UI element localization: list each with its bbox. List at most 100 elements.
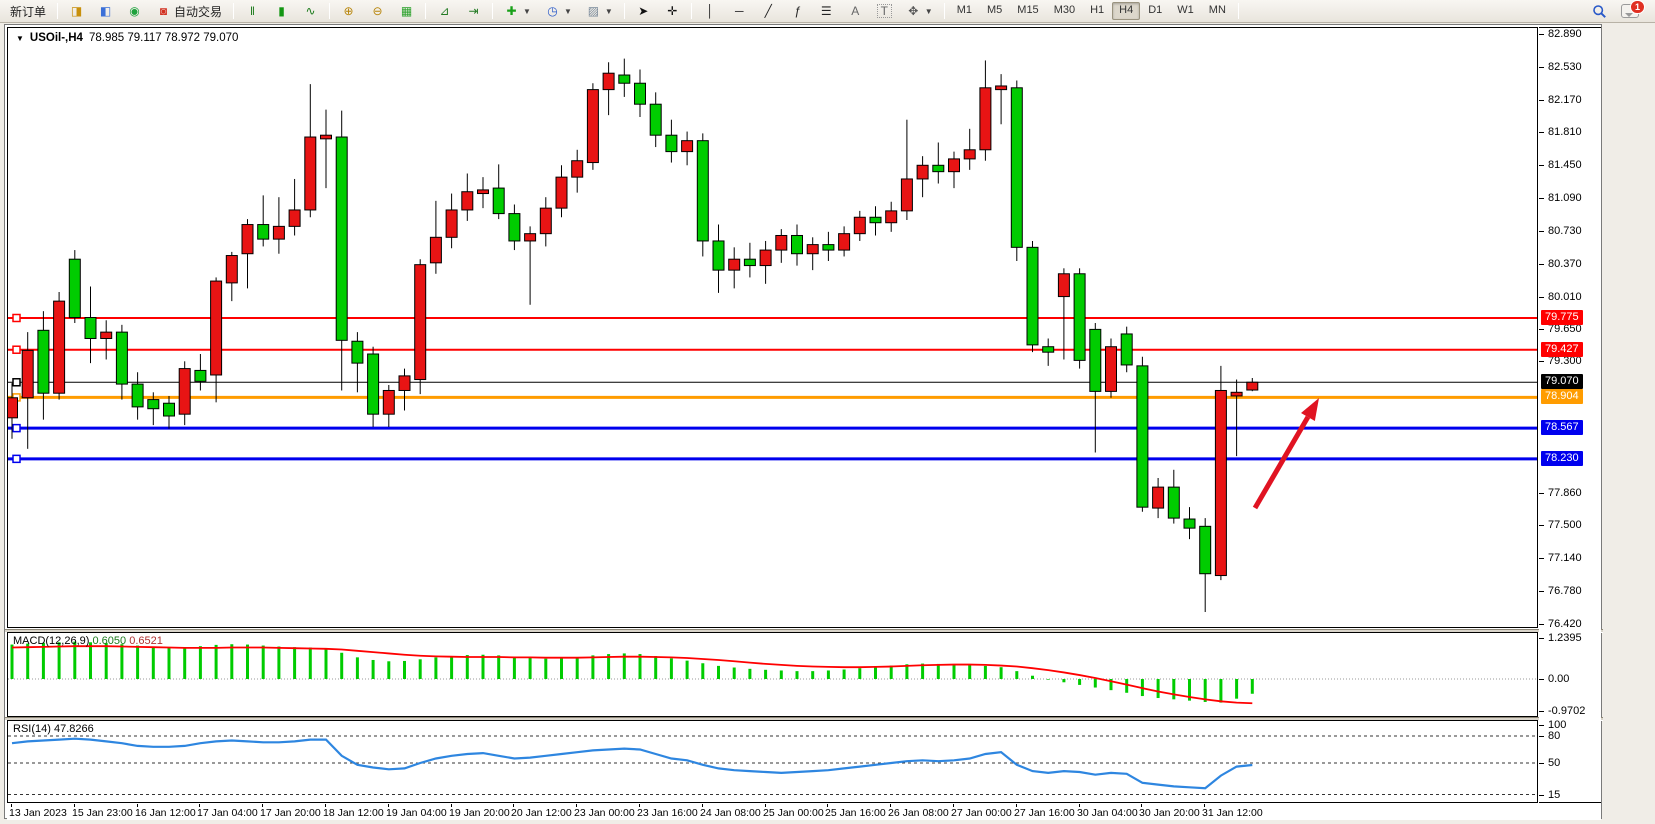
macd-pane[interactable]: MACD(12,26,9) 0.6050 0.6521	[7, 632, 1538, 717]
chevron-down-icon: ▼	[563, 6, 572, 16]
axis-tick-label: 77.140	[1548, 552, 1582, 564]
axis-tick	[1539, 198, 1544, 199]
toolbar-separator	[329, 3, 331, 19]
navigator-button[interactable]: ◧	[92, 2, 119, 21]
auto-scroll-button[interactable]: ⊿	[431, 2, 458, 21]
timeframe-h4[interactable]: H4	[1112, 2, 1141, 20]
autotrading-button[interactable]: ◙ 自动交易	[150, 2, 228, 21]
candle	[775, 229, 788, 263]
rsi-value: 47.8266	[53, 723, 94, 735]
price-axis[interactable]: 82.890 82.530 82.170 81.810 81.450 81.090 80.7…	[1539, 27, 1601, 803]
timeframe-d1[interactable]: D1	[1148, 4, 1163, 16]
line-chart-icon: ∿	[305, 3, 316, 18]
candle	[1230, 379, 1243, 457]
new-order-button[interactable]: 新订单	[4, 2, 52, 21]
candle	[1073, 268, 1086, 369]
trendline-button[interactable]: ╱	[755, 2, 782, 21]
time-tick	[451, 804, 452, 807]
periods-button[interactable]: ◷ ▼	[539, 2, 578, 21]
axis-tick-label: 1.2395	[1548, 632, 1582, 644]
candle	[681, 131, 694, 166]
time-axis[interactable]: 13 Jan 2023 15 Jan 23:00 16 Jan 12:00 17 Ja…	[7, 804, 1601, 820]
time-tick	[702, 804, 703, 807]
signals-button[interactable]: ◉	[121, 2, 148, 21]
candle	[571, 149, 584, 193]
time-tick-label: 26 Jan 08:00	[888, 807, 949, 819]
chart-ohlc-readout: 78.985 79.117 78.972 79.070	[88, 32, 239, 44]
axis-tick-label: 100	[1548, 719, 1567, 731]
candle	[492, 164, 505, 220]
axis-tick-label: 15	[1548, 789, 1561, 801]
templates-button[interactable]: ▨ ▼	[580, 2, 619, 21]
search-button[interactable]	[1586, 2, 1613, 21]
time-tick	[325, 804, 326, 807]
candle	[1136, 356, 1149, 512]
rsi-pane[interactable]: RSI(14) 47.8266	[7, 720, 1538, 803]
main-chart-pane[interactable]: ▼ USOil-,H4 78.985 79.117 78.972 79.070	[6, 27, 1538, 628]
candle	[163, 395, 175, 429]
zoom-out-button[interactable]: ⊖	[364, 2, 391, 21]
candle	[257, 195, 270, 247]
market-watch-button[interactable]: ◨	[63, 2, 90, 21]
horizontal-line-icon: ─	[735, 3, 744, 18]
horizontal-line-button[interactable]: ─	[726, 2, 753, 21]
axis-tick	[1539, 638, 1544, 639]
vertical-line-icon: │	[706, 3, 715, 18]
crosshair-button[interactable]: ✛	[659, 2, 686, 21]
time-tick	[1016, 804, 1017, 807]
timeframe-w1[interactable]: W1	[1177, 4, 1194, 16]
chevron-down-icon: ▼	[604, 6, 613, 16]
candle	[665, 119, 678, 163]
candle	[979, 60, 992, 161]
candle	[586, 83, 599, 170]
timeframe-m5[interactable]: M5	[987, 4, 1003, 16]
timeframe-m15[interactable]: M15	[1017, 4, 1039, 16]
time-tick-label: 19 Jan 20:00	[449, 807, 510, 819]
chart-title[interactable]: ▼ USOil-,H4 78.985 79.117 78.972 79.070	[16, 32, 238, 44]
fibonacci-button[interactable]: ☰	[813, 2, 840, 21]
axis-tick-label: -0.9702	[1548, 705, 1586, 717]
candle	[900, 119, 913, 220]
candle	[916, 156, 929, 198]
macd-signal-value: 0.6521	[129, 635, 163, 647]
macd-main-value: 0.6050	[92, 635, 127, 647]
tile-windows-button[interactable]: ▦	[393, 2, 420, 21]
vertical-line-button[interactable]: │	[697, 2, 724, 21]
axis-tick-label: 82.890	[1548, 28, 1582, 40]
notifications-button[interactable]: 1	[1615, 0, 1645, 21]
chart-shift-button[interactable]: ⇥	[460, 2, 487, 21]
arrows-button[interactable]: ✥ ▼	[900, 2, 939, 21]
text-button[interactable]: A	[842, 2, 869, 21]
tile-windows-icon: ▦	[400, 3, 413, 18]
axis-tick	[1539, 624, 1544, 625]
timeframe-h1[interactable]: H1	[1090, 4, 1105, 16]
time-tick	[953, 804, 954, 807]
trend-arrow-annotation[interactable]	[1252, 398, 1319, 510]
line-chart-button[interactable]: ∿	[297, 2, 324, 21]
axis-tick-label: 50	[1548, 757, 1561, 769]
axis-tick-label: 81.450	[1548, 159, 1582, 171]
candlestick-chart-button[interactable]: ▮	[268, 2, 295, 21]
candle	[759, 240, 772, 284]
zoom-in-button[interactable]: ⊕	[335, 2, 362, 21]
cursor-button[interactable]: ➤	[630, 2, 657, 21]
time-tick	[639, 804, 640, 807]
candle	[100, 320, 113, 360]
time-tick-label: 27 Jan 16:00	[1014, 807, 1075, 819]
timeframe-m1[interactable]: M1	[956, 4, 972, 16]
axis-tick-label: 80.730	[1548, 225, 1582, 237]
timeframe-m30[interactable]: M30	[1053, 4, 1076, 16]
candle	[1010, 80, 1023, 262]
price-line-tag-78.904: 78.904	[1541, 389, 1583, 404]
add-indicator-button[interactable]: ✚ ▼	[498, 2, 537, 21]
time-tick-label: 25 Jan 00:00	[763, 807, 824, 819]
candle	[618, 58, 631, 97]
zoom-out-icon: ⊖	[372, 3, 383, 18]
channel-button[interactable]: ƒ	[784, 2, 811, 21]
timeframe-mn[interactable]: MN	[1208, 4, 1226, 16]
chart-symbol-period: USOil-,H4	[29, 32, 83, 44]
bar-chart-button[interactable]: ‖	[239, 2, 266, 21]
text-label-button[interactable]: T	[871, 2, 898, 21]
price-line-78.567	[8, 423, 1537, 433]
